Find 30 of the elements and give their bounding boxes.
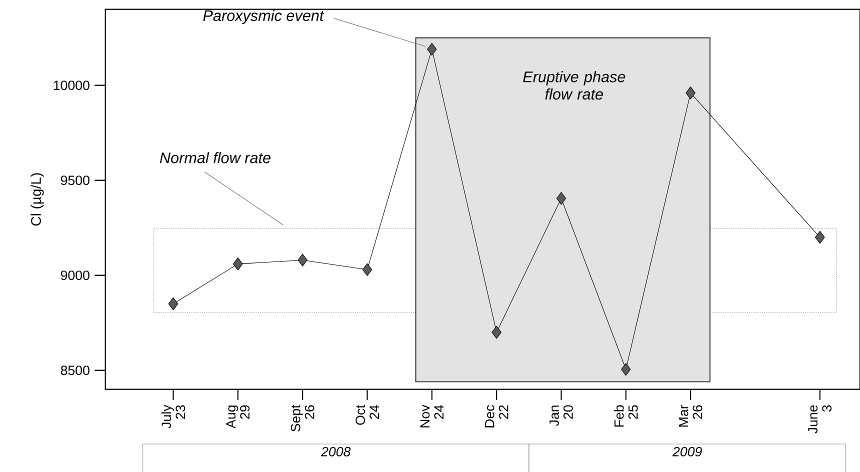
x-tick-label: July 23 (161, 404, 186, 428)
x-tick-label: Nov 24 (420, 404, 444, 428)
y-tick-label: 10000 (54, 80, 90, 90)
point (362, 263, 372, 276)
y-tick-label: 9000 (60, 270, 90, 280)
x-tick-label: Feb 25 (614, 405, 638, 427)
point (686, 86, 696, 100)
x-tick-label: Sept 26 (290, 404, 314, 432)
point (815, 230, 825, 244)
x-tick-label: Mar 26 (678, 404, 702, 427)
point (492, 326, 502, 339)
x-tick-label: Dec 22 (484, 405, 508, 428)
x-tick-label: June 3 (808, 405, 832, 434)
x-tick-label: Aug 29 (226, 405, 250, 428)
band-label: Eruptive phase flow rate (523, 71, 626, 100)
y-axis-title: Cl (µg/L) (30, 173, 44, 226)
point (621, 362, 631, 376)
annotation: Paroxysmic event (203, 10, 324, 24)
point (168, 297, 178, 310)
x-tick-label: Jan 20 (550, 405, 573, 426)
y-tick-label: 9500 (60, 176, 90, 186)
text: 2008 (320, 446, 351, 456)
text: 2009 (672, 446, 702, 456)
point (427, 42, 437, 56)
y-tick-label: 8500 (60, 366, 90, 376)
point (556, 192, 566, 205)
point (298, 254, 308, 267)
x-tick-label: Oct 24 (356, 404, 379, 425)
band-label: Normal flow rate (160, 152, 270, 164)
point (233, 258, 243, 270)
